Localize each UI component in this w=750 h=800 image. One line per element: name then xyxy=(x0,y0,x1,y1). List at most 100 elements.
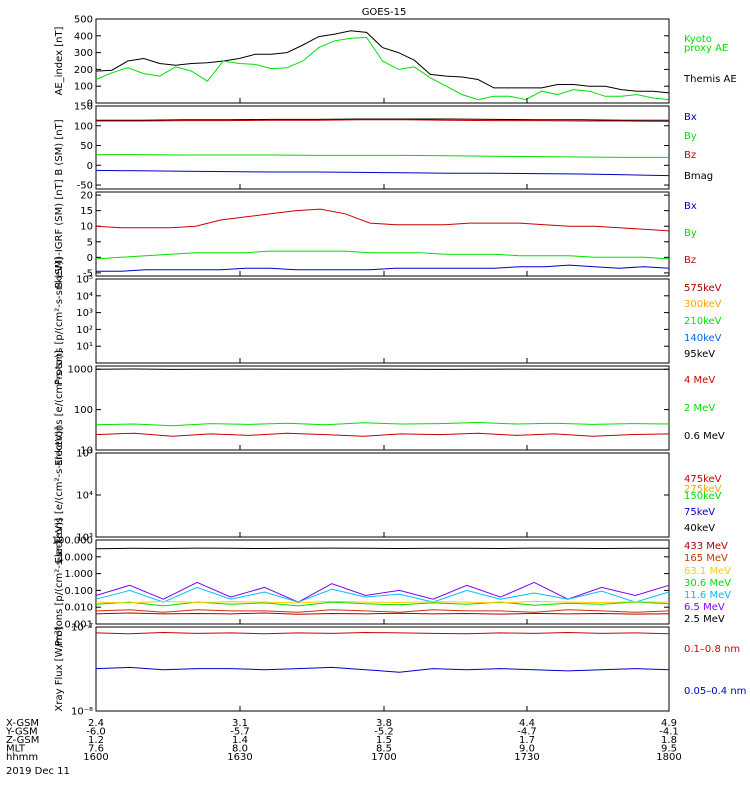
panel-frame xyxy=(95,18,670,104)
legend-entry: Bx xyxy=(684,112,697,123)
legend-entry: 433 MeV xyxy=(684,541,728,552)
x-row-value: 9.0 xyxy=(519,744,535,755)
x-row-value: -6.0 xyxy=(86,727,106,738)
x-row-value: 1800 xyxy=(656,752,681,763)
panel-6: 10³ 10⁴ 10⁵ Electrons [e/(cm²-s-sr-keV)] 475… xyxy=(54,426,722,563)
x-row-label: Z-GSM xyxy=(6,735,39,746)
legend-entry: Themis AE xyxy=(683,74,737,85)
y-tick-label: 10⁵ xyxy=(76,449,93,460)
x-row-value: 8.5 xyxy=(376,744,392,755)
x-row-value: 3.1 xyxy=(232,718,248,729)
series-6-5-mev xyxy=(95,581,670,603)
y-tick-label: 5 xyxy=(87,237,93,248)
legend-entry: 75keV xyxy=(684,507,715,518)
legend-entry: 63.1 MeV xyxy=(684,566,731,577)
series-by xyxy=(96,154,669,158)
y-axis-label: Xray Flux [W/m²] xyxy=(54,626,65,711)
y-tick-label: 10⁻⁸ xyxy=(71,707,93,718)
series-bx xyxy=(96,264,670,272)
legend-entry: 2.5 MeV xyxy=(684,614,725,625)
x-row-value: -5.2 xyxy=(374,727,394,738)
y-tick-label: 10 xyxy=(80,446,93,457)
y-axis-label: Electrons [e/(cm²-s-sr-keV)] xyxy=(54,426,65,563)
panel-frame xyxy=(95,278,670,364)
y-tick-label: 10.000 xyxy=(58,552,93,563)
x-row-value: 1700 xyxy=(371,752,396,763)
x-row-value: 8.0 xyxy=(232,744,248,755)
series-2-mev xyxy=(95,421,670,427)
y-tick-label: 100 xyxy=(74,405,93,416)
y-tick-label: 10² xyxy=(76,325,93,336)
x-row-value: 1600 xyxy=(83,752,108,763)
x-row-value: 9.5 xyxy=(661,744,677,755)
legend-entry: 30.6 MeV xyxy=(684,578,731,589)
x-row-value: -4.7 xyxy=(517,727,537,738)
y-tick-label: 150 xyxy=(74,102,93,113)
legend-entry: 11.6 MeV xyxy=(684,590,731,601)
panel-7: 0.001 0.010 0.100 1.000 10.000 100.000Protons… xyxy=(52,518,732,646)
series-2-5-mev xyxy=(95,547,669,550)
x-row-value: -5.7 xyxy=(230,727,250,738)
y-tick-label: 0 xyxy=(87,253,93,264)
legend-entry: 95keV xyxy=(684,349,715,360)
legend-entry: 0.05–0.4 nm xyxy=(684,686,746,697)
legend-entry: 2 MeV xyxy=(684,403,715,414)
y-tick-label: 20 xyxy=(80,191,93,202)
x-row-value: 2.4 xyxy=(88,718,104,729)
panel-frame xyxy=(95,105,670,190)
series-bmag xyxy=(96,118,669,121)
series-4-mev xyxy=(95,432,670,437)
series-bx xyxy=(95,169,670,177)
y-tick-label: 10⁴ xyxy=(76,491,93,502)
legend-entry: 165 MeV xyxy=(684,553,728,564)
series-by xyxy=(95,250,670,260)
legend-entry: Kyoto xyxy=(684,34,712,45)
series-bz xyxy=(95,208,670,232)
y-axis-label: Protons [p/(cm²-s-sr-keV)] xyxy=(54,257,65,385)
panel-frame xyxy=(95,191,670,277)
legend-entry: 210keV xyxy=(684,316,722,327)
legend-entry: By xyxy=(684,228,697,239)
legend-entry: Bmag xyxy=(684,171,713,182)
y-tick-label: 300 xyxy=(74,48,93,59)
series-63-1-mev xyxy=(95,600,670,604)
x-row-value: -4.1 xyxy=(659,727,679,738)
y-axis-label: Electrons [e/(cm²-s-sr)] xyxy=(54,350,65,466)
legend-entry: 275keV xyxy=(684,484,722,495)
legend-entry: Bz xyxy=(684,150,696,161)
panel-frame xyxy=(95,452,670,538)
y-tick-label: 0.001 xyxy=(64,620,93,631)
y-tick-label: 10¹ xyxy=(76,342,93,353)
x-row-value: 1730 xyxy=(514,752,539,763)
series-0-05-0-4-nm xyxy=(95,666,670,673)
x-row-value: 1.8 xyxy=(661,735,677,746)
panel-frame xyxy=(95,365,670,451)
legend-entry: 6.5 MeV xyxy=(684,602,725,613)
y-tick-label: 10³ xyxy=(76,308,93,319)
x-row-value: 4.9 xyxy=(661,718,677,729)
legend-entry: Bx xyxy=(684,201,697,212)
x-row-value: 3.8 xyxy=(376,718,392,729)
y-tick-label: 0.010 xyxy=(64,603,93,614)
x-axis-table: X-GSM 2.4 3.1 3.8 4.4 4.9 Y-GSM -6.0 -5.7 -5.2 -4.… xyxy=(5,98,682,777)
y-tick-label: 0.100 xyxy=(64,586,93,597)
legend-entry: 140keV xyxy=(684,333,722,344)
legend-entry: 475keV xyxy=(684,474,722,485)
y-tick-label: 15 xyxy=(80,206,93,217)
x-row-value: 7.6 xyxy=(88,744,104,755)
x-row-value: 1630 xyxy=(227,752,252,763)
legend-entry: 300keV xyxy=(684,299,722,310)
y-tick-label: 10 xyxy=(80,222,93,233)
y-tick-label: 0 xyxy=(87,161,93,172)
legend-entry: 0.1–0.8 nm xyxy=(684,644,740,655)
x-row-value: 1.2 xyxy=(88,735,104,746)
series-433-mev xyxy=(95,612,670,615)
panel-2: -50 0 50 100 150 B (SM) [nT] Bx By Bz Bmag xyxy=(54,102,713,192)
legend-entry: Bz xyxy=(684,255,696,266)
panel-frame xyxy=(95,539,670,625)
panel-1: 0 100 200 300 400 500 AE_index [nT] Kyotoproxy … xyxy=(54,15,737,110)
